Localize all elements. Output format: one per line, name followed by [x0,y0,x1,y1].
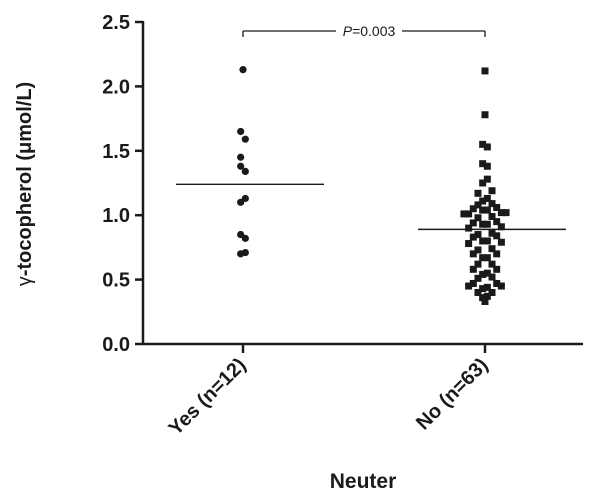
data-point [237,153,245,161]
x-ticks: Yes (n=12) No (n=63) [165,344,493,440]
data-point [474,288,482,296]
data-point [497,223,505,231]
data-point [481,67,489,75]
data-point [469,265,477,273]
data-points [237,66,510,305]
mean-lines [176,183,566,231]
data-point [488,229,496,237]
data-point [479,294,487,302]
data-point [479,206,487,214]
data-point [502,209,510,217]
x-tick-label: No (n=63) [412,354,492,434]
data-point [474,274,482,282]
p-value-bracket: P=0.003 [242,23,486,39]
y-tick-label: 0.5 [102,270,130,292]
data-point [493,279,501,287]
data-point [237,162,245,170]
y-ticks: 0.0 0.5 1.0 1.5 2.0 2.5 [102,12,143,356]
data-point [474,246,482,254]
data-point [483,269,491,277]
data-point [483,292,491,300]
data-point [483,237,491,245]
data-point [479,254,487,262]
data-point [474,201,482,209]
data-point [241,234,249,242]
data-point [241,167,249,176]
p-value-number: =0.003 [352,23,395,39]
data-point [483,220,491,228]
data-point [465,224,473,232]
data-point [469,279,477,287]
data-point [483,194,491,202]
data-point [474,260,482,268]
data-point [237,198,245,206]
p-value-prefix: P [343,23,353,39]
data-point [474,189,482,197]
data-point [474,214,482,222]
y-axis-label: γ-tocopherol (μmol/L) [14,82,36,286]
data-point [488,273,496,281]
data-point [465,210,473,218]
data-point [479,285,487,293]
y-axis-label-prefix: γ [14,276,36,286]
data-point [469,219,477,227]
data-point [483,283,491,291]
data-point [483,162,491,170]
data-point [237,127,245,136]
x-tick-label: Yes (n=12) [165,354,251,440]
data-point [497,209,505,217]
data-point [479,237,487,245]
data-point [497,282,505,290]
data-point [465,240,473,248]
y-tick-label: 2.5 [102,12,130,34]
data-point [493,265,501,273]
data-point [479,197,487,205]
y-axis-label-text: -tocopherol (μmol/L) [14,82,36,276]
x-axis: Yes (n=12) No (n=63) [142,342,583,440]
data-point [481,297,489,305]
data-point [483,206,491,214]
data-point [497,238,505,246]
data-point [483,175,491,183]
y-tick-label: 1.5 [102,141,130,163]
data-point [479,179,487,187]
data-point [488,187,496,195]
y-tick-label: 2.0 [102,76,130,98]
data-point [488,260,496,268]
data-point [493,232,501,240]
data-point [239,66,247,74]
data-point [460,210,468,218]
y-axis: 0.0 0.5 1.0 1.5 2.0 2.5 [102,12,145,356]
data-point [488,245,496,253]
data-point [474,231,482,239]
data-point [479,270,487,278]
data-point [469,233,477,241]
data-point [479,140,487,148]
data-point [469,205,477,213]
data-point [465,282,473,290]
data-point [483,254,491,262]
p-value-label: P=0.003 [343,23,396,39]
data-point [241,135,249,143]
y-tick-label: 0.0 [102,334,130,356]
data-point [488,288,496,296]
data-point [493,218,501,226]
y-tick-label: 1.0 [102,205,130,227]
data-point [479,160,487,168]
data-point [483,143,491,151]
data-point [479,220,487,228]
data-point [493,203,501,211]
data-point [488,200,496,208]
data-point [493,250,501,258]
data-point [469,250,477,258]
data-point [241,248,249,257]
data-point [481,111,489,119]
x-axis-label: Neuter [330,470,397,493]
data-point [488,212,496,220]
